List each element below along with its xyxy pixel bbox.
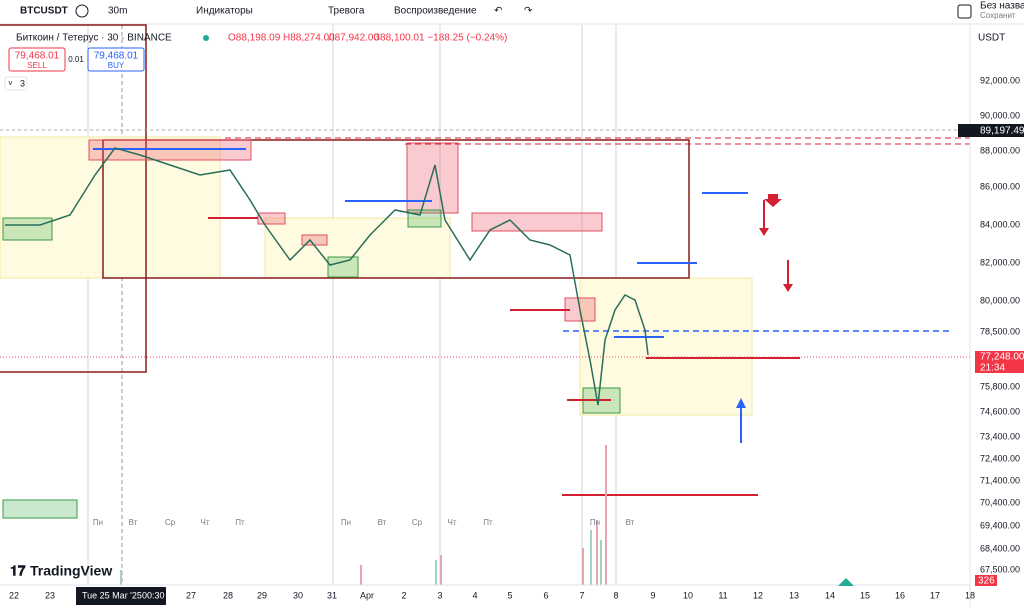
price-label: 80,000.00 <box>980 295 1020 305</box>
price-label: 70,400.00 <box>980 497 1020 507</box>
weekday-label: Пн <box>93 518 103 527</box>
countdown: 21:34 <box>980 363 1005 374</box>
time-label: 6 <box>543 590 548 600</box>
time-label: 8 <box>613 590 618 600</box>
price-label: 74,600.00 <box>980 406 1020 416</box>
weekday-label: Вт <box>129 518 138 527</box>
price-label: 68,400.00 <box>980 543 1020 553</box>
time-label: 14 <box>825 590 835 600</box>
weekday-label: Пн <box>590 518 600 527</box>
weekday-label: Пн <box>341 518 351 527</box>
time-label: 29 <box>257 590 267 600</box>
low: Л87,942.00 <box>328 33 379 44</box>
time-label: 9 <box>650 590 655 600</box>
time-label: 30 <box>293 590 303 600</box>
weekday-label: Вт <box>626 518 635 527</box>
price-label: 86,000.00 <box>980 181 1020 191</box>
time-label: 11 <box>718 590 727 600</box>
svg-text:↷: ↷ <box>524 6 533 17</box>
cursor-date: Tue 25 Mar '25 <box>82 590 142 600</box>
price-label: 75,800.00 <box>980 381 1020 391</box>
time-label: 18 <box>965 590 975 600</box>
logo: TradingView <box>30 563 112 579</box>
time-label: Apr <box>360 590 374 600</box>
chart-title: Биткоин / Тетерус · 30 · BINANCE <box>16 33 172 44</box>
time-label: 15 <box>860 590 870 600</box>
weekday-label: Вт <box>378 518 387 527</box>
buy[interactable]: BUY <box>108 61 125 70</box>
toolbar <box>0 0 1024 24</box>
weekday-label: Ср <box>165 518 176 527</box>
time-label: 22 <box>9 590 19 600</box>
weekday-label: Пт <box>483 518 493 527</box>
last-price: 77,248.00 <box>980 352 1024 363</box>
alert[interactable]: Тревога <box>328 6 365 17</box>
time-label: 31 <box>327 590 337 600</box>
time-label: 28 <box>223 590 233 600</box>
time-label: 5 <box>507 590 512 600</box>
price-label: 88,000.00 <box>980 145 1020 155</box>
price-label: 84,000.00 <box>980 219 1020 229</box>
spread: 0.01 <box>68 55 84 64</box>
svg-text:↶: ↶ <box>494 6 502 17</box>
time-label: 2 <box>401 590 406 600</box>
price-label: 90,000.00 <box>980 110 1020 120</box>
save-title[interactable]: Без назва <box>980 1 1024 12</box>
time-label: 27 <box>186 590 196 600</box>
price-label: 72,400.00 <box>980 453 1020 463</box>
symbol[interactable]: BTCUSDT <box>20 6 68 17</box>
indicators[interactable]: Индикаторы <box>196 6 253 17</box>
price-label: 78,500.00 <box>980 326 1020 336</box>
price-label: 92,000.00 <box>980 75 1020 85</box>
time-label: 10 <box>683 590 693 600</box>
time-label: 7 <box>579 590 584 600</box>
svg-text:𝟏𝟕: 𝟏𝟕 <box>10 563 26 579</box>
time-label: 13 <box>789 590 799 600</box>
indicator-count[interactable]: 3 <box>20 78 25 88</box>
price-label: 67,500.00 <box>980 564 1020 574</box>
price-label: 82,000.00 <box>980 257 1020 267</box>
weekday-label: Пт <box>235 518 245 527</box>
weekday-label: Чт <box>201 518 210 527</box>
time-label: 12 <box>753 590 763 600</box>
interval[interactable]: 30m <box>108 6 127 17</box>
time-label: 4 <box>472 590 477 600</box>
price-label: 73,400.00 <box>980 431 1020 441</box>
sell[interactable]: SELL <box>27 61 47 70</box>
time-label: 16 <box>895 590 905 600</box>
price-label: 69,400.00 <box>980 520 1020 530</box>
time-label: 3 <box>437 590 442 600</box>
svg-text:˅: ˅ <box>8 79 13 88</box>
weekday-label: Чт <box>448 518 457 527</box>
weekday-label: Ср <box>412 518 423 527</box>
time-label: 17 <box>930 590 940 600</box>
high: Н88,274.00 <box>283 33 335 44</box>
price-label: 71,400.00 <box>980 475 1020 485</box>
buy-price[interactable]: 79,468.01 <box>94 51 139 62</box>
sell-price[interactable]: 79,468.01 <box>15 51 60 62</box>
marker-price: 89,197.49 <box>980 126 1024 137</box>
volume-label: 326 <box>978 576 995 587</box>
time-label: 23 <box>45 590 55 600</box>
open: О88,198.09 <box>228 33 281 44</box>
save-status: Сохранит <box>980 11 1016 20</box>
cursor-time: 00:30 <box>142 590 165 600</box>
currency[interactable]: USDT <box>978 33 1005 44</box>
replay[interactable]: Воспроизведение <box>394 6 477 17</box>
close: З88,100.01 −188.25 (−0.24%) <box>374 33 507 44</box>
